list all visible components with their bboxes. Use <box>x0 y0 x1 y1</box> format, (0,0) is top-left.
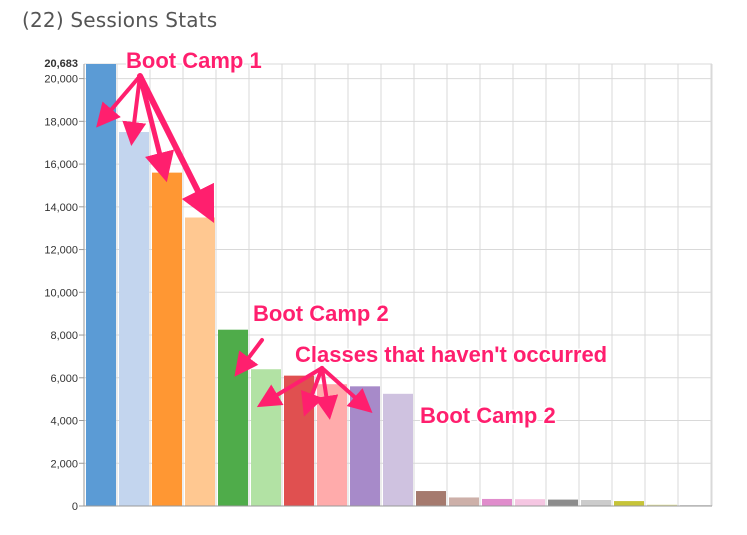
bar <box>548 499 578 506</box>
y-tick-label: 8,000 <box>50 330 78 342</box>
bar <box>515 499 545 506</box>
bar <box>614 501 644 506</box>
annotation-classes-not-occurred: Classes that haven't occurred <box>295 342 607 367</box>
annotation-arrow <box>96 74 142 128</box>
y-tick-label: 16,000 <box>44 159 78 171</box>
bar <box>416 491 446 506</box>
annotation-boot-camp-1: Boot Camp 1 <box>126 48 262 73</box>
bar <box>317 384 347 506</box>
annotation-arrows <box>96 73 373 420</box>
y-tick-label: 20,000 <box>44 74 78 86</box>
y-tick-label: 18,000 <box>44 116 78 128</box>
bar <box>218 329 248 506</box>
y-tick-label: 0 <box>72 501 78 513</box>
y-tick-label: 10,000 <box>44 287 78 299</box>
annotation-arrow <box>256 366 324 408</box>
y-tick-label: 12,000 <box>44 245 78 257</box>
chart-axes: 0 2,000 4,000 6,000 8,000 10,000 12,000 14,000 1… <box>44 58 712 513</box>
bar <box>581 500 611 506</box>
y-max-label: 20,683 <box>44 58 78 70</box>
bar <box>86 64 116 506</box>
bar <box>152 172 182 507</box>
bar <box>383 393 413 506</box>
bar <box>119 132 149 507</box>
annotation-arrow <box>320 366 373 413</box>
annotation-arrow <box>234 338 264 377</box>
annotation-boot-camp-2-lower: Boot Camp 2 <box>420 403 556 428</box>
bar <box>647 504 677 506</box>
chart-bars <box>86 64 710 507</box>
bar <box>284 375 314 506</box>
annotation-arrow <box>301 366 324 417</box>
bar <box>251 369 281 506</box>
y-tick-label: 4,000 <box>50 416 78 428</box>
bar <box>482 498 512 506</box>
page-title: (22) Sessions Stats <box>22 8 218 32</box>
y-tick-label: 14,000 <box>44 202 78 214</box>
annotation-arrow <box>122 74 147 146</box>
bar <box>185 217 215 506</box>
annotation-arrow <box>137 73 215 224</box>
y-tick-label: 6,000 <box>50 373 78 385</box>
bar <box>449 497 479 506</box>
chart-annotations: Boot Camp 1 Boot Camp 2 Classes that hav… <box>125 47 609 430</box>
y-tick-label: 2,000 <box>50 458 78 470</box>
annotation-boot-camp-2-upper: Boot Camp 2 <box>253 301 389 326</box>
annotation-arrow <box>137 73 175 183</box>
annotation-arrow <box>314 366 339 420</box>
